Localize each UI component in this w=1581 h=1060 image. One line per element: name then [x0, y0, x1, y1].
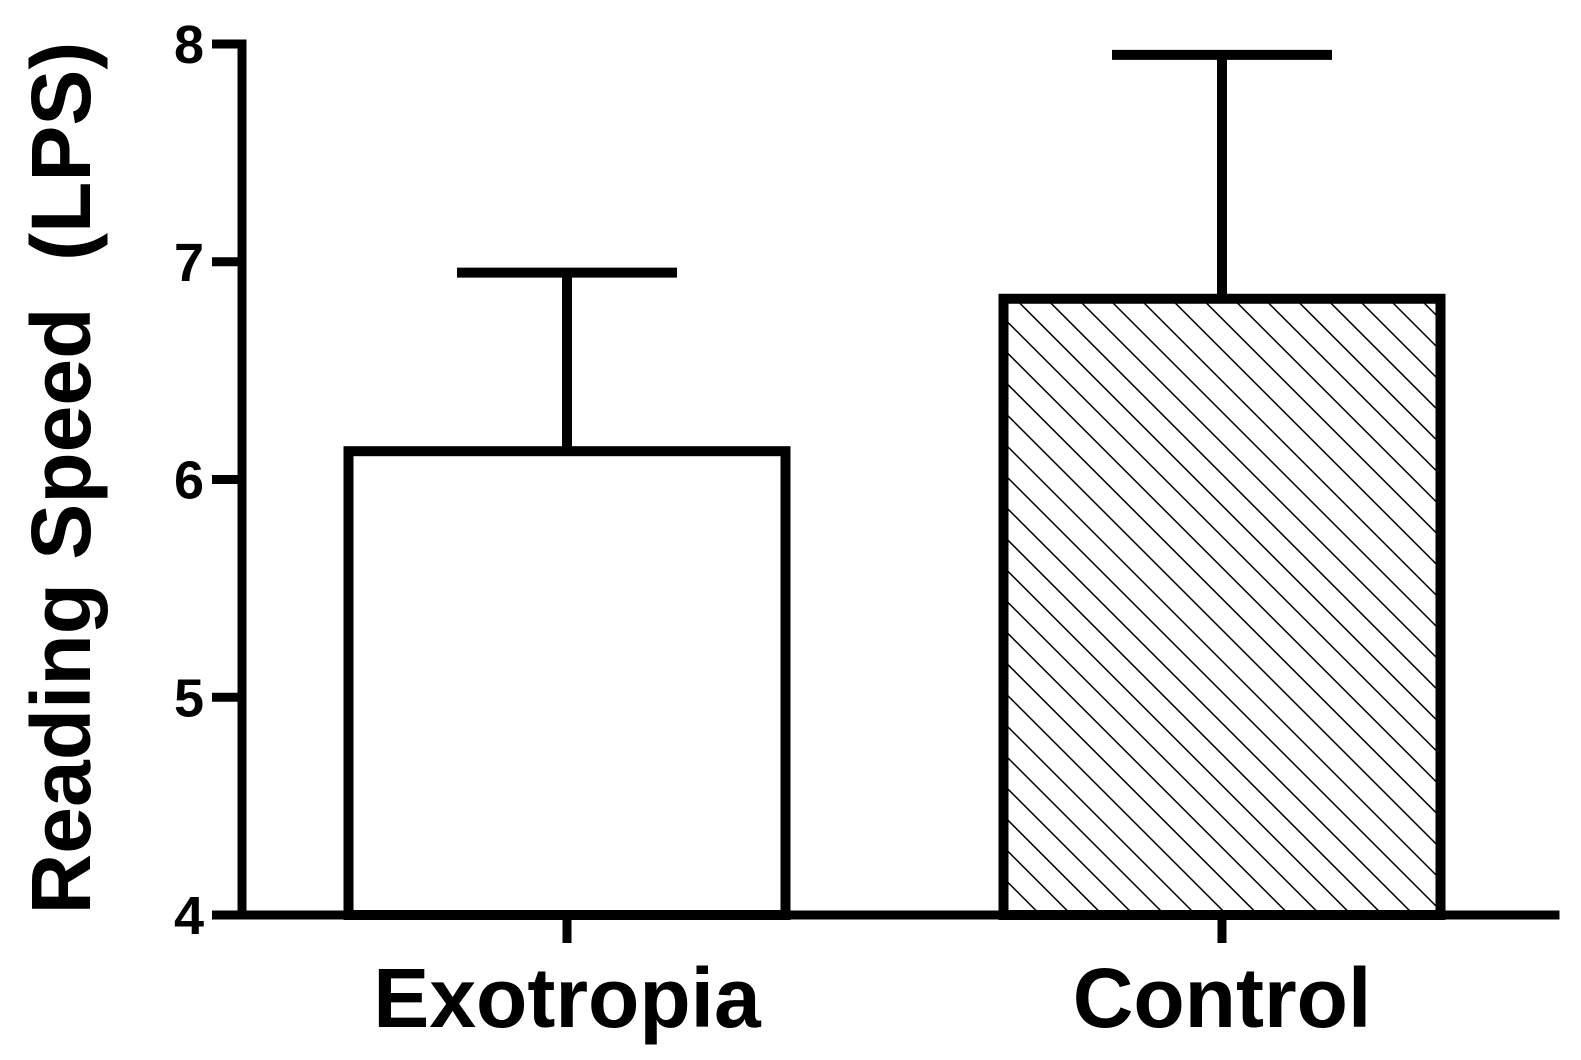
- bar-exotropia: [343, 446, 791, 920]
- bar-control: [998, 293, 1446, 920]
- error-bar-exotropia: [457, 267, 677, 452]
- y-tick-label: 7: [174, 233, 204, 293]
- y-tick-label: 4: [174, 886, 204, 946]
- y-tick-label: 6: [174, 451, 204, 511]
- error-bar-control: [1112, 49, 1332, 299]
- y-axis-title: Reading Speed (LPS): [14, 42, 108, 915]
- x-tick-label-control: Control: [1073, 951, 1372, 1045]
- y-tick-label: 5: [174, 668, 204, 728]
- x-tick-label-exotropia: Exotropia: [373, 951, 762, 1045]
- y-axis-ticks: 4 5 6 7 8: [174, 15, 242, 946]
- bars: [343, 293, 1446, 920]
- x-axis-ticks: Exotropia Control: [373, 915, 1371, 1045]
- error-bars: [457, 49, 1332, 452]
- y-tick-label: 8: [174, 15, 204, 75]
